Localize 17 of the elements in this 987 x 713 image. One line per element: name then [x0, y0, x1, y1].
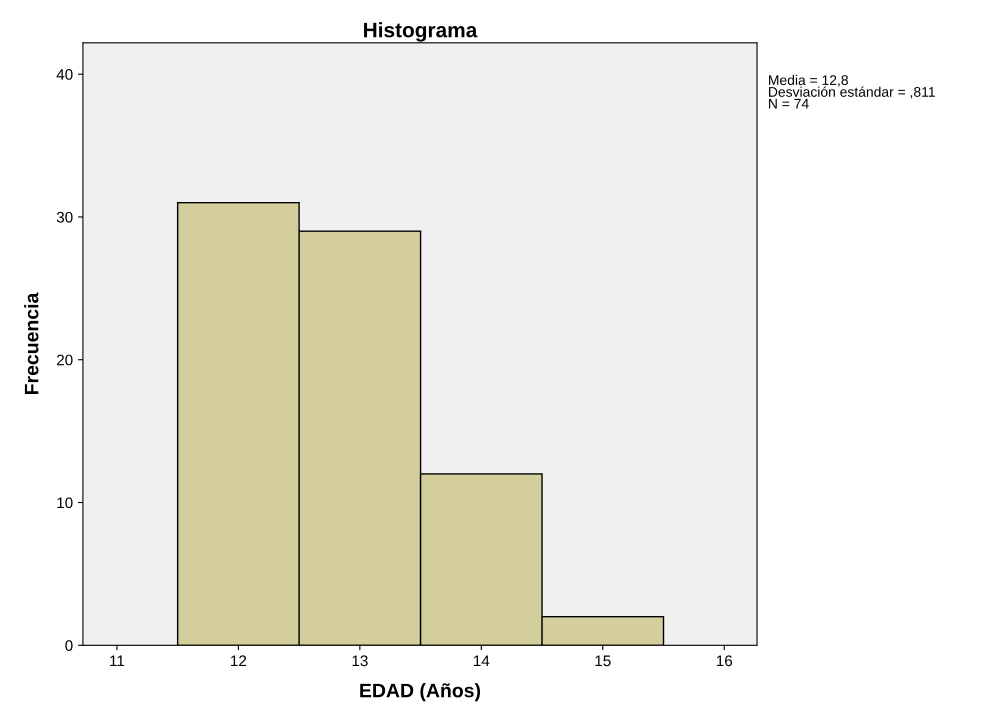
y-tick-label: 10: [57, 497, 73, 508]
text: Media = 12,8: [769, 74, 848, 87]
y-tick-label: 40: [56, 69, 73, 80]
x-tick-label: 15: [595, 656, 611, 666]
x-tick-label: 16: [716, 655, 732, 666]
x-tick-label: 11: [110, 656, 124, 666]
x-tick-label: 13: [352, 655, 368, 666]
x-axis-title: EDAD (Años): [360, 683, 480, 702]
chart-title: Histograma: [364, 22, 478, 42]
text: N = 74: [769, 98, 809, 108]
y-tick-label: 0: [65, 640, 73, 651]
y-axis-title: Frecuencia: [24, 292, 38, 394]
x-tick-label: 12: [231, 655, 246, 666]
x-tick-label: 14: [474, 656, 490, 666]
y-tick-label: 20: [56, 354, 73, 366]
y-tick-label: 30: [56, 212, 73, 223]
text: Desviación estándar = ,811: [769, 86, 935, 98]
